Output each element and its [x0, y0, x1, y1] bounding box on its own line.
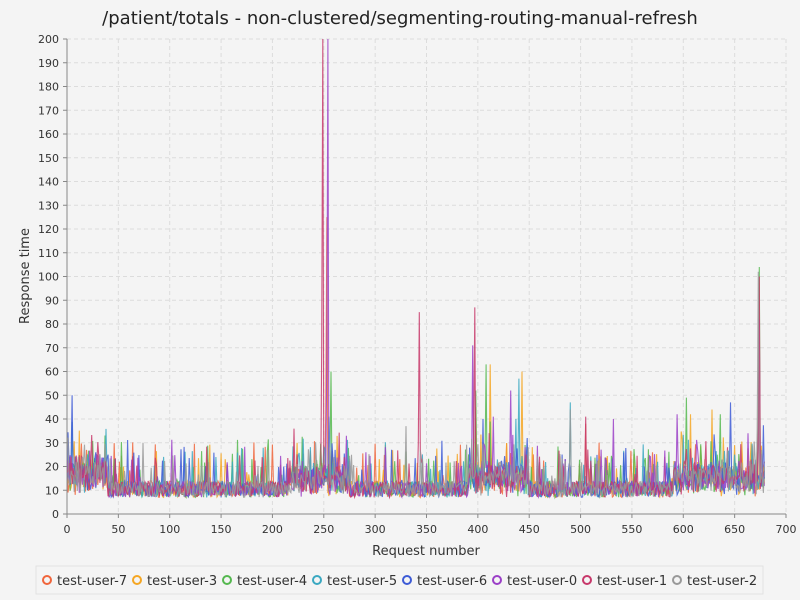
legend-marker [582, 575, 592, 585]
y-tick-label: 10 [45, 484, 59, 497]
x-tick-label: 150 [211, 523, 232, 536]
y-tick-label: 180 [38, 81, 59, 94]
x-tick-label: 350 [416, 523, 437, 536]
legend-label: test-user-2 [687, 574, 757, 589]
y-tick-label: 90 [45, 294, 59, 307]
legend-label: test-user-0 [507, 574, 577, 589]
legend-label: test-user-3 [147, 574, 217, 589]
x-tick-label: 50 [111, 523, 125, 536]
y-tick-label: 40 [45, 413, 59, 426]
legend-label: test-user-6 [417, 574, 487, 589]
axes: 0 10 20 30 40 50 60 70 80 90 100 110 120 130 140 150 160… [38, 33, 797, 536]
x-tick-label: 250 [313, 523, 334, 536]
y-tick-label: 100 [38, 271, 59, 284]
y-tick-label: 80 [45, 318, 59, 331]
x-tick-label: 650 [724, 523, 745, 536]
x-tick-label: 600 [673, 523, 694, 536]
y-tick-label: 120 [38, 223, 59, 236]
x-tick-label: 500 [570, 523, 591, 536]
y-tick-label: 190 [38, 57, 59, 70]
chart-title: /patient/totals - non-clustered/segmenti… [102, 8, 698, 29]
legend: test-user-7 test-user-3 test-user-4 test-us… [35, 565, 764, 595]
legend-marker [312, 575, 322, 585]
legend-marker [492, 575, 502, 585]
legend-marker [132, 575, 142, 585]
x-tick-label: 300 [365, 523, 386, 536]
x-tick-label: 400 [467, 523, 488, 536]
y-tick-label: 150 [38, 152, 59, 165]
legend-marker [672, 575, 682, 585]
legend-box [35, 565, 764, 595]
legend-marker [222, 575, 232, 585]
legend-marker [402, 575, 412, 585]
legend-marker [42, 575, 52, 585]
legend-label: test-user-5 [327, 574, 397, 589]
y-tick-label: 140 [38, 176, 59, 189]
x-tick-label: 200 [262, 523, 283, 536]
y-tick-label: 130 [38, 199, 59, 212]
y-tick-label: 110 [38, 247, 59, 260]
y-tick-label: 20 [45, 461, 59, 474]
x-tick-label: 450 [519, 523, 540, 536]
x-tick-label: 100 [159, 523, 180, 536]
series-lines [67, 39, 765, 500]
y-tick-label: 0 [52, 508, 59, 521]
series-line-test-user-2 [67, 271, 765, 499]
y-tick-label: 30 [45, 437, 59, 450]
y-tick-label: 60 [45, 366, 59, 379]
x-axis-label: Request number [372, 544, 480, 559]
legend-label: test-user-7 [57, 574, 127, 589]
legend-label: test-user-4 [237, 574, 307, 589]
y-tick-label: 70 [45, 342, 59, 355]
x-tick-label: 550 [621, 523, 642, 536]
x-tick-label: 700 [776, 523, 797, 536]
x-tick-label: 0 [64, 523, 71, 536]
y-tick-label: 200 [38, 33, 59, 46]
legend-label: test-user-1 [597, 574, 667, 589]
y-tick-label: 160 [38, 128, 59, 141]
y-tick-label: 170 [38, 104, 59, 117]
y-tick-label: 50 [45, 389, 59, 402]
y-axis-label: Response time [18, 228, 33, 324]
series-line-test-user-1 [67, 39, 765, 500]
